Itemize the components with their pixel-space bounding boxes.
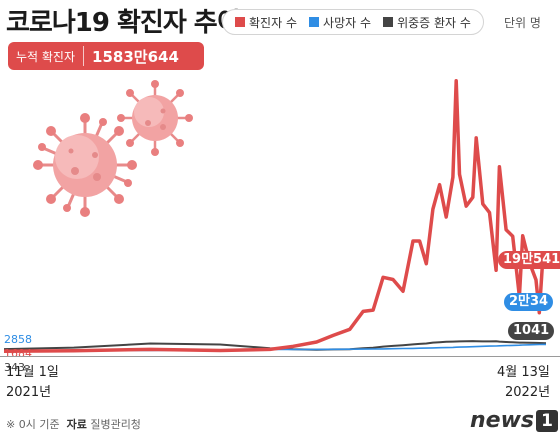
footer-note: ※ 0시 기준 자료 질병관리청	[6, 416, 141, 432]
legend-label-cases: 확진자 수	[249, 15, 297, 30]
legend-item-deaths: 사망자 수	[309, 14, 371, 31]
basis-note: ※ 0시 기준	[6, 418, 60, 431]
chart-title: 코로나19 확진자 추이	[6, 8, 241, 38]
legend-item-critical: 위중증 환자 수	[383, 14, 471, 31]
end-value-deaths-badge: 2만34	[504, 293, 554, 311]
legend-label-critical: 위중증 환자 수	[397, 15, 471, 30]
virus-illustration-small	[117, 80, 193, 156]
line-deaths	[3, 343, 546, 352]
logo-mark: 1	[536, 409, 559, 432]
news1-logo: news 1	[470, 408, 559, 433]
x-axis-line	[0, 356, 560, 357]
source-label: 자료	[66, 418, 87, 431]
logo-text: news	[470, 408, 535, 433]
start-value-cases: 1684	[4, 347, 32, 360]
x-end-year: 2022년	[505, 385, 551, 400]
legend-swatch-critical	[383, 17, 394, 27]
virus-illustration-large	[33, 113, 137, 217]
legend-swatch-cases	[235, 17, 246, 27]
source-name: 질병관리청	[90, 418, 141, 431]
legend-swatch-deaths	[309, 17, 320, 27]
legend-label-deaths: 사망자 수	[323, 15, 372, 30]
cumulative-label: 누적 확진자	[16, 49, 76, 64]
start-value-deaths: 2858	[4, 333, 32, 346]
x-start-year: 2021년	[6, 385, 52, 400]
cumulative-badge: 누적 확진자 1583만644	[8, 42, 204, 70]
cumulative-divider	[83, 46, 85, 66]
unit-label: 단위 명	[504, 16, 541, 30]
x-end-date: 4월 13일	[497, 365, 550, 380]
line-cases	[3, 78, 548, 354]
legend: 확진자 수 사망자 수 위중증 환자 수	[222, 9, 484, 35]
legend-item-cases: 확진자 수	[235, 14, 297, 31]
x-start-date: 11월 1일	[6, 365, 59, 380]
end-value-cases-badge: 19만5419	[498, 251, 560, 269]
cumulative-value: 1583만644	[92, 47, 179, 66]
start-value-critical: 343	[4, 361, 25, 374]
end-value-critical-badge: 1041	[508, 322, 555, 340]
